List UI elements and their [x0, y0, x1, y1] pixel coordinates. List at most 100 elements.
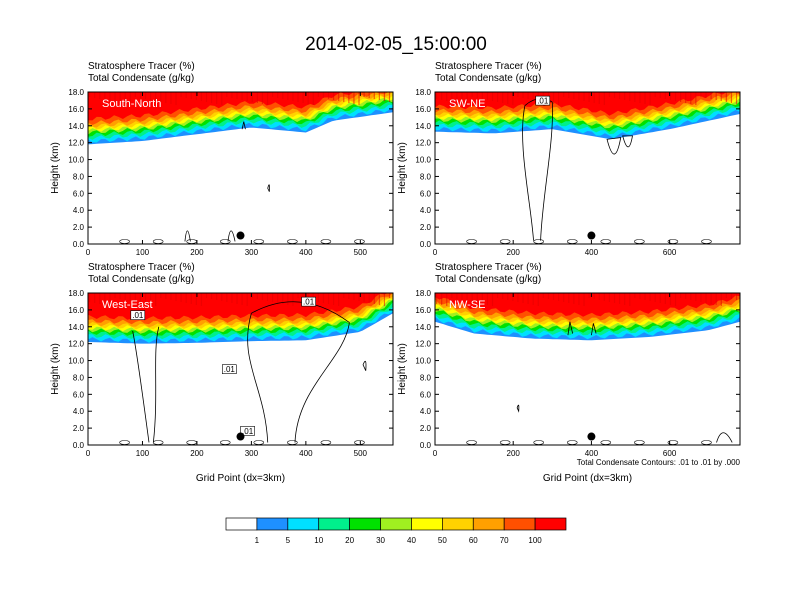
tracer-streak	[476, 293, 478, 303]
tracer-streak	[226, 293, 228, 302]
tracer-streak	[446, 293, 448, 306]
tracer-streak	[282, 92, 284, 99]
tracer-streak	[190, 92, 192, 99]
y-tick-label: 10.0	[68, 156, 84, 165]
tracer-streak	[685, 92, 687, 103]
x-tick-label: 200	[507, 248, 521, 257]
tracer-streak	[368, 293, 370, 303]
tracer-streak	[322, 92, 325, 98]
tracer-streak	[552, 92, 555, 104]
tracer-streak	[231, 293, 233, 303]
colorbar-swatch	[256, 517, 289, 531]
x-tick-label: 400	[299, 449, 313, 458]
tracer-streak	[287, 92, 289, 100]
tracer-level-10	[88, 92, 393, 121]
tracer-streak	[481, 293, 483, 304]
y-tick-label: 4.0	[73, 206, 85, 215]
tracer-streak	[451, 293, 453, 298]
tracer-streak	[578, 92, 580, 100]
colorbar-swatch	[472, 517, 505, 531]
panel-cross-section-label: SW-NE	[449, 98, 485, 110]
tracer-streak	[654, 92, 656, 97]
tracer-streak	[629, 293, 631, 306]
condensate-contour-line	[247, 313, 269, 443]
tracer-streak	[527, 293, 529, 304]
colorbar-label: 70	[500, 536, 509, 545]
tracer-streak	[195, 92, 197, 100]
tracer-streak	[674, 92, 677, 101]
x-tick-label: 200	[190, 248, 204, 257]
tracer-streak	[690, 293, 692, 300]
tracer-streak	[568, 92, 570, 98]
tracer-streak	[170, 293, 172, 300]
tracer-streak	[634, 92, 636, 102]
tracer-streak	[383, 293, 386, 306]
x-axis-label: Grid Point (dx=3km)	[543, 473, 632, 484]
tracer-streak	[124, 293, 126, 300]
y-tick-label: 8.0	[420, 172, 432, 181]
tracer-streak	[563, 92, 565, 97]
y-tick-label: 10.0	[68, 357, 84, 366]
y-tick-label: 2.0	[420, 424, 432, 433]
tracer-streak	[277, 92, 279, 98]
tracer-streak	[613, 293, 616, 303]
tracer-streak	[236, 293, 238, 304]
tracer-streak	[353, 92, 355, 104]
tracer-streak	[292, 92, 294, 101]
tracer-streak	[261, 293, 264, 300]
y-tick-label: 12.0	[68, 139, 84, 148]
x-tick-label: 600	[663, 248, 677, 257]
panel-sw-ne: .01 0.0 2.0 4.0 6.0 8.0 10.0 12.0 14.0 16.0 18.0 0 2…	[397, 61, 741, 257]
tracer-streak	[378, 293, 380, 305]
tracer-streak	[512, 92, 514, 105]
tracer-streak	[573, 293, 575, 304]
y-tick-label: 16.0	[415, 105, 431, 114]
tracer-streak	[129, 293, 131, 301]
tracer-streak	[710, 293, 712, 304]
tracer-streak	[578, 293, 580, 305]
tracer-streak	[471, 293, 473, 302]
tracer-streak	[109, 293, 111, 306]
tracer-streak	[588, 293, 590, 298]
condensate-contour-line	[622, 135, 633, 148]
y-tick-label: 0.0	[420, 441, 432, 450]
figure-title: 2014-02-05_15:00:00	[305, 34, 487, 55]
tracer-streak	[180, 92, 182, 97]
tracer-streak	[261, 92, 264, 104]
tracer-streak	[185, 92, 187, 98]
tracer-streak	[664, 92, 666, 99]
panel-header-condensate: Total Condensate (g/kg)	[435, 73, 541, 84]
tracer-streak	[165, 293, 167, 299]
panel-header-tracer: Stratosphere Tracer (%)	[435, 262, 542, 273]
tracer-fill	[88, 293, 393, 344]
colorbar-label: 60	[469, 536, 478, 545]
tracer-streak	[317, 293, 319, 302]
tracer-streak	[307, 92, 309, 104]
condensate-contour-line	[516, 404, 520, 413]
tracer-streak	[139, 293, 142, 303]
colorbar-swatch	[380, 517, 412, 531]
tracer-streak	[114, 92, 116, 102]
tracer-streak	[333, 92, 335, 100]
x-tick-label: 400	[585, 248, 599, 257]
tracer-streak	[522, 92, 524, 98]
tracer-streak	[119, 92, 121, 103]
colorbar-label: 5	[286, 536, 291, 545]
tracer-streak	[292, 293, 294, 306]
tracer-streak	[277, 293, 279, 303]
contour-label: .01	[242, 427, 254, 436]
tracer-streak	[317, 92, 319, 97]
condensate-contour-line	[362, 360, 367, 371]
tracer-streak	[456, 92, 458, 103]
condensate-contour-line	[152, 326, 160, 443]
tracer-level-10	[435, 293, 740, 317]
tracer-streak	[211, 293, 213, 299]
tracer-streak	[99, 92, 101, 99]
tracer-streak	[373, 293, 375, 304]
tracer-streak	[593, 293, 595, 299]
tracer-streak	[353, 293, 355, 300]
tracer-streak	[94, 92, 96, 98]
tracer-streak	[517, 293, 519, 302]
tracer-streak	[363, 92, 365, 97]
colorbar-swatch	[349, 517, 381, 531]
